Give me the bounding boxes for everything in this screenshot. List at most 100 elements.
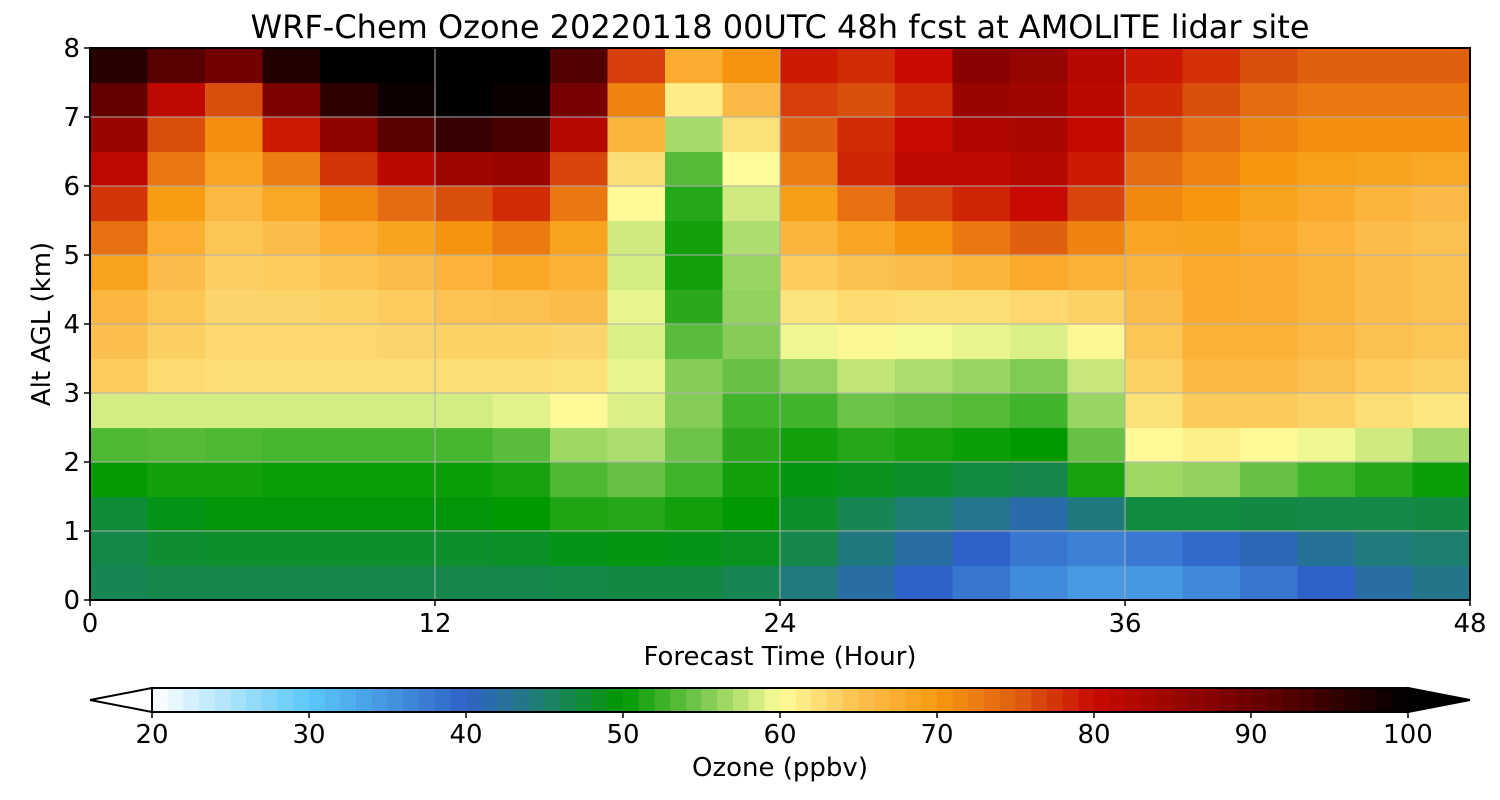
heatmap-cell (665, 393, 724, 429)
heatmap-cell (837, 462, 896, 498)
colorbar-segment (1376, 688, 1393, 712)
heatmap-cell (90, 565, 149, 601)
heatmap-cell (205, 462, 264, 498)
heatmap-cell (147, 255, 206, 291)
heatmap-cell (1297, 220, 1356, 256)
heatmap-cell (550, 220, 609, 256)
heatmap-cell (492, 324, 551, 360)
y-tick-label: 5 (63, 241, 80, 271)
heatmap-cell (90, 393, 149, 429)
heatmap-cell (320, 255, 379, 291)
y-tick-label: 8 (63, 34, 80, 64)
heatmap-cell (952, 531, 1011, 567)
colorbar-segment (1015, 688, 1032, 712)
y-tick-label: 2 (63, 448, 80, 478)
colorbar-segment (764, 688, 781, 712)
colorbar-segment (780, 688, 797, 712)
colorbar-segment (214, 688, 231, 712)
colorbar-segment (748, 688, 765, 712)
colorbar-segment (858, 688, 875, 712)
heatmap-cell (1355, 220, 1414, 256)
colorbar-segment (1329, 688, 1346, 712)
heatmap-cell (1182, 289, 1241, 325)
heatmap-cell (492, 220, 551, 256)
heatmap-cell (722, 82, 781, 118)
heatmap-cell (1125, 255, 1184, 291)
heatmap-cell (722, 565, 781, 601)
heatmap-cell (780, 393, 839, 429)
heatmap-cell (1355, 358, 1414, 394)
heatmap-cell (780, 358, 839, 394)
heatmap-cell (607, 462, 666, 498)
heatmap-cell (1182, 358, 1241, 394)
heatmap-cell (147, 496, 206, 532)
heatmap-cell (435, 427, 494, 463)
heatmap-cell (205, 358, 264, 394)
heatmap-cell (780, 220, 839, 256)
x-axis-label: Forecast Time (Hour) (643, 642, 916, 672)
heatmap-cell (1067, 82, 1126, 118)
heatmap-cell (780, 324, 839, 360)
colorbar-tick-label: 60 (763, 720, 796, 750)
colorbar-segment (952, 688, 969, 712)
heatmap-cell (780, 289, 839, 325)
heatmap-cell (1412, 462, 1471, 498)
heatmap-cell (377, 151, 436, 187)
heatmap-cell (1297, 289, 1356, 325)
heatmap-cell (895, 358, 954, 394)
heatmap-cell (320, 427, 379, 463)
colorbar-segment (685, 688, 702, 712)
heatmap-cell (1355, 255, 1414, 291)
colorbar-segment (261, 688, 279, 712)
colorbar-tick-label: 20 (135, 720, 168, 750)
heatmap-cell (1125, 220, 1184, 256)
y-tick-label: 1 (63, 517, 80, 547)
heatmap-cell (1412, 151, 1471, 187)
heatmap-cell (1125, 427, 1184, 463)
heatmap-cell (262, 393, 321, 429)
heatmap-cell (377, 255, 436, 291)
colorbar-segment (544, 688, 561, 712)
colorbar-segment (591, 688, 608, 712)
heatmap-cell (1412, 48, 1471, 84)
x-tick-label: 24 (763, 609, 796, 639)
heatmap-cells (90, 48, 1471, 601)
colorbar-tick-label: 50 (606, 720, 639, 750)
colorbar-segment (230, 688, 247, 712)
heatmap-cell (1182, 565, 1241, 601)
heatmap-cell (90, 324, 149, 360)
colorbar-segment (607, 688, 624, 712)
colorbar-segment (1046, 688, 1064, 712)
heatmap-cell (320, 289, 379, 325)
heatmap-cell (1125, 324, 1184, 360)
heatmap-cell (90, 48, 149, 84)
heatmap-cell (952, 255, 1011, 291)
colorbar-segment (246, 688, 263, 712)
heatmap-cell (895, 117, 954, 153)
heatmap-cell (1297, 496, 1356, 532)
heatmap-cell (1010, 220, 1069, 256)
heatmap-cell (1182, 48, 1241, 84)
heatmap-cell (147, 324, 206, 360)
heatmap-cell (320, 324, 379, 360)
heatmap-cell (665, 289, 724, 325)
heatmap-cell (665, 82, 724, 118)
heatmap-cell (377, 186, 436, 222)
heatmap-cell (1297, 427, 1356, 463)
heatmap-cell (492, 496, 551, 532)
heatmap-cell (1240, 496, 1299, 532)
colorbar-segment (1203, 688, 1221, 712)
heatmap-cell (1010, 324, 1069, 360)
heatmap-cell (90, 496, 149, 532)
colorbar-segment (293, 688, 310, 712)
heatmap-cell (722, 324, 781, 360)
x-axis-ticks: 0 12 24 36 48 (82, 600, 1487, 639)
colorbar-segment (1392, 688, 1409, 712)
heatmap-cell (320, 82, 379, 118)
heatmap-cell (952, 289, 1011, 325)
heatmap-cell (550, 531, 609, 567)
colorbar-label: Ozone (ppbv) (692, 753, 868, 783)
colorbar-segment (1235, 688, 1252, 712)
heatmap-cell (952, 324, 1011, 360)
heatmap-cell (90, 151, 149, 187)
